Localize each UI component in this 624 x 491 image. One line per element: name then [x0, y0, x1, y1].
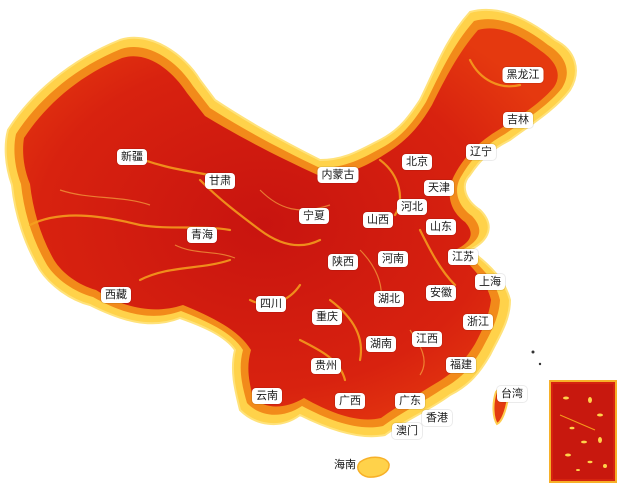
province-label-aomen[interactable]: 澳门: [392, 423, 422, 439]
province-label-tianjin[interactable]: 天津: [424, 180, 454, 196]
province-label-qinghai[interactable]: 青海: [187, 227, 217, 243]
province-label-neimenggu[interactable]: 内蒙古: [317, 167, 359, 183]
province-label-liaoning[interactable]: 辽宁: [466, 144, 496, 160]
province-label-sichuan[interactable]: 四川: [256, 296, 286, 312]
province-label-xizang[interactable]: 西藏: [101, 287, 131, 303]
province-label-gansu[interactable]: 甘肃: [205, 173, 235, 189]
province-label-henan[interactable]: 河南: [378, 251, 408, 267]
province-label-xinjiang[interactable]: 新疆: [117, 149, 147, 165]
province-label-hunan[interactable]: 湖南: [366, 336, 396, 352]
islet-dot: [531, 350, 535, 354]
province-label-yunnan[interactable]: 云南: [252, 388, 282, 404]
province-label-jiangxi[interactable]: 江西: [412, 331, 442, 347]
islet-dot: [538, 362, 542, 366]
province-label-guangdong[interactable]: 广东: [395, 393, 425, 409]
flame-texture: [28, 58, 522, 382]
south-china-sea-inset: [549, 380, 617, 483]
province-label-shanghai[interactable]: 上海: [475, 274, 505, 290]
province-label-taiwan[interactable]: 台湾: [497, 386, 527, 402]
province-label-zhejiang[interactable]: 浙江: [463, 314, 493, 330]
province-label-shanxi[interactable]: 山西: [363, 212, 393, 228]
province-label-anhui[interactable]: 安徽: [426, 285, 456, 301]
province-label-ningxia[interactable]: 宁夏: [299, 208, 329, 224]
province-label-jiangsu[interactable]: 江苏: [448, 249, 478, 265]
province-label-heilongjiang[interactable]: 黑龙江: [502, 67, 544, 83]
province-label-guangxi[interactable]: 广西: [335, 393, 365, 409]
province-label-guizhou[interactable]: 贵州: [311, 358, 341, 374]
province-label-hebei[interactable]: 河北: [397, 199, 427, 215]
province-label-shaanxi[interactable]: 陕西: [328, 254, 358, 270]
province-label-chongqing[interactable]: 重庆: [312, 309, 342, 325]
province-label-hainan[interactable]: 海南: [334, 458, 356, 471]
hainan-island: [357, 456, 390, 478]
province-label-hubei[interactable]: 湖北: [374, 291, 404, 307]
mainland: [4, 8, 577, 438]
province-label-fujian[interactable]: 福建: [446, 357, 476, 373]
province-label-beijing[interactable]: 北京: [402, 154, 432, 170]
province-label-shandong[interactable]: 山东: [426, 219, 456, 235]
province-label-jilin[interactable]: 吉林: [503, 112, 533, 128]
province-label-xianggang[interactable]: 香港: [422, 410, 452, 426]
